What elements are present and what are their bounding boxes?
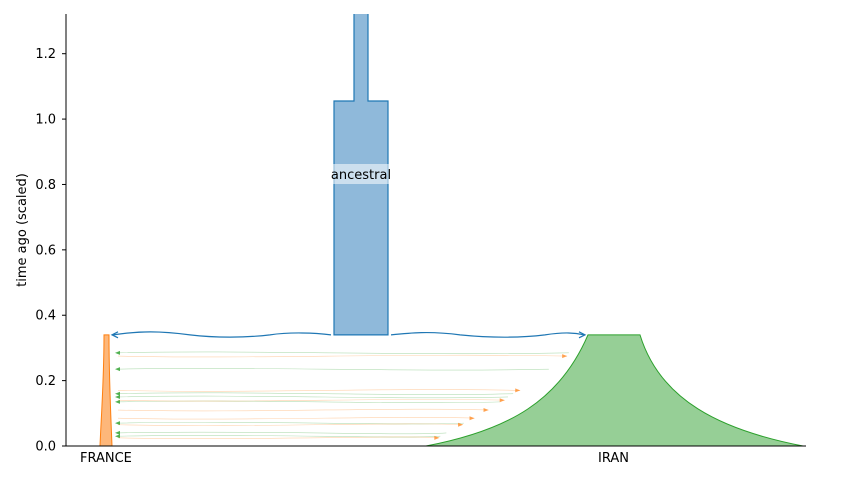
deme-france	[99, 334, 113, 447]
migration-line-to-france	[117, 351, 569, 354]
migration-arrowhead-iran	[434, 435, 440, 440]
migration-arrowhead-iran	[469, 416, 475, 421]
migration-line-to-iran	[117, 423, 464, 426]
split-arrowhead-left	[110, 331, 119, 339]
y-tick-label: 1.2	[35, 47, 56, 62]
migration-line-to-iran	[117, 354, 568, 358]
migration-line-to-france	[117, 395, 508, 399]
migration-line-to-france	[117, 400, 501, 404]
chart-marks: ancestral	[99, 14, 804, 447]
migration-arrowhead-iran	[515, 388, 521, 393]
migration-arrowhead-france	[115, 430, 120, 435]
y-axis: 0.0 0.2 0.4 0.6 0.8 1.0 1.2	[35, 14, 806, 455]
migration-arrowhead-france	[115, 421, 120, 426]
migration-arrowhead-france	[115, 350, 120, 355]
migration-line-to-france	[117, 435, 441, 438]
migration-line-to-france	[117, 392, 514, 395]
deme-iran	[425, 334, 804, 447]
deme-label-ancestral: ancestral	[331, 168, 391, 183]
y-tick-label: 1.0	[35, 113, 56, 128]
y-tick-label: 0.0	[35, 440, 56, 455]
split-arrow-right	[390, 331, 585, 338]
y-tick-label: 0.4	[35, 309, 56, 324]
migration-arrowhead-iran	[458, 422, 464, 427]
y-tick-label: 0.2	[35, 374, 56, 389]
migration-arrowhead-iran	[499, 398, 505, 403]
y-tick-label: 0.8	[35, 178, 56, 193]
split-arrow-left	[112, 331, 332, 338]
y-tick-label: 0.6	[35, 243, 56, 258]
migration-line-to-iran	[117, 408, 489, 412]
migration-line-to-france	[117, 421, 464, 425]
migration-line-to-iran	[117, 436, 440, 439]
migration-arrowhead-france	[115, 391, 120, 396]
migration-line-to-france	[117, 368, 549, 371]
y-axis-title: time ago (scaled)	[15, 173, 30, 287]
migration-line-to-france	[117, 431, 447, 435]
ancestral-label-bg	[331, 164, 391, 184]
migration-arrowhead-france	[115, 399, 120, 404]
migration-line-to-iran	[117, 417, 475, 420]
migration-line-to-iran	[117, 389, 521, 392]
migration-arrowhead-iran	[483, 408, 489, 413]
deme-label-iran: IRAN	[598, 451, 629, 466]
migration-arrowhead-france	[115, 434, 120, 439]
migration-line-to-iran	[117, 399, 505, 402]
migration-arrowhead-france	[115, 394, 120, 399]
migration-arrowhead-france	[115, 367, 120, 372]
migration-arrowhead-iran	[562, 354, 568, 359]
deme-label-france: FRANCE	[80, 451, 132, 466]
split-arrowhead-right	[578, 331, 587, 339]
